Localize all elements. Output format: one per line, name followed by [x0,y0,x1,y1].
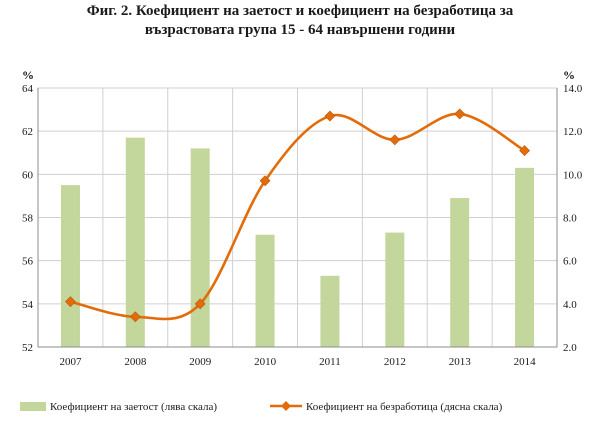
y-right-tick-label: 12.0 [563,126,583,138]
y-right-tick-label: 14.0 [563,83,583,95]
x-tick-label: 2008 [124,356,147,368]
bar [450,198,470,347]
bar [60,185,80,347]
y-left-tick-label: 54 [22,299,34,311]
line-point [324,110,336,122]
series-line [70,112,526,321]
legend-label-bar: Коефициент на заетост (лява скала) [50,401,217,413]
legend-swatch-bar [20,402,46,411]
bar [125,137,145,347]
chart-title: Фиг. 2. Коефициент на заетост и коефицие… [86,3,514,19]
axes [37,88,558,348]
y-left-tick-label: 64 [22,83,34,95]
chart-subtitle: възрастовата група 15 - 64 навършени год… [144,22,456,38]
bar-series [60,137,535,347]
line-series [65,108,530,323]
y-right-tick-label: 10.0 [563,169,583,181]
y-right-tick-label: 2.0 [563,342,577,354]
tick-labels: 52 2.0 54 4.0 56 6.0 58 8.0 60 10.0 62 12.0 64 14.0 20… [22,68,583,368]
line-point [65,296,76,308]
bar [255,234,275,347]
line-point [519,145,530,157]
legend-marker-line [281,401,291,411]
x-tick-label: 2009 [189,356,212,368]
gridlines [37,87,558,348]
legend-label-line: Коефициент на безработица (дясна скала) [306,401,503,413]
y-left-tick-label: 56 [22,256,34,268]
x-tick-label: 2007 [59,356,82,368]
y-right-tick-label: 4.0 [563,299,577,311]
line-point [129,311,141,323]
x-tick-label: 2011 [319,356,341,368]
line-point [389,134,401,146]
y-left-tick-label: 52 [22,342,33,354]
y-left-unit: % [22,68,34,82]
y-right-tick-label: 8.0 [563,213,577,225]
line-point [454,108,466,120]
bar [320,275,340,347]
x-tick-label: 2014 [514,356,537,368]
line-point [259,175,271,187]
x-tick-label: 2013 [449,356,472,368]
x-tick-label: 2012 [384,356,406,368]
line-point [194,298,206,310]
x-tick-label: 2010 [254,356,277,368]
chart-title-block: Фиг. 2. Коефициент на заетост и коефицие… [0,2,600,40]
bar [190,148,210,347]
y-right-tick-label: 6.0 [563,256,577,268]
y-left-tick-label: 62 [22,126,33,138]
bar [515,167,535,347]
y-left-tick-label: 60 [22,169,34,181]
y-right-unit: % [563,68,575,82]
bar [385,232,405,347]
legend: Коефициент на заетост (лява скала) Коефиц… [20,401,503,413]
y-left-tick-label: 58 [22,213,34,225]
